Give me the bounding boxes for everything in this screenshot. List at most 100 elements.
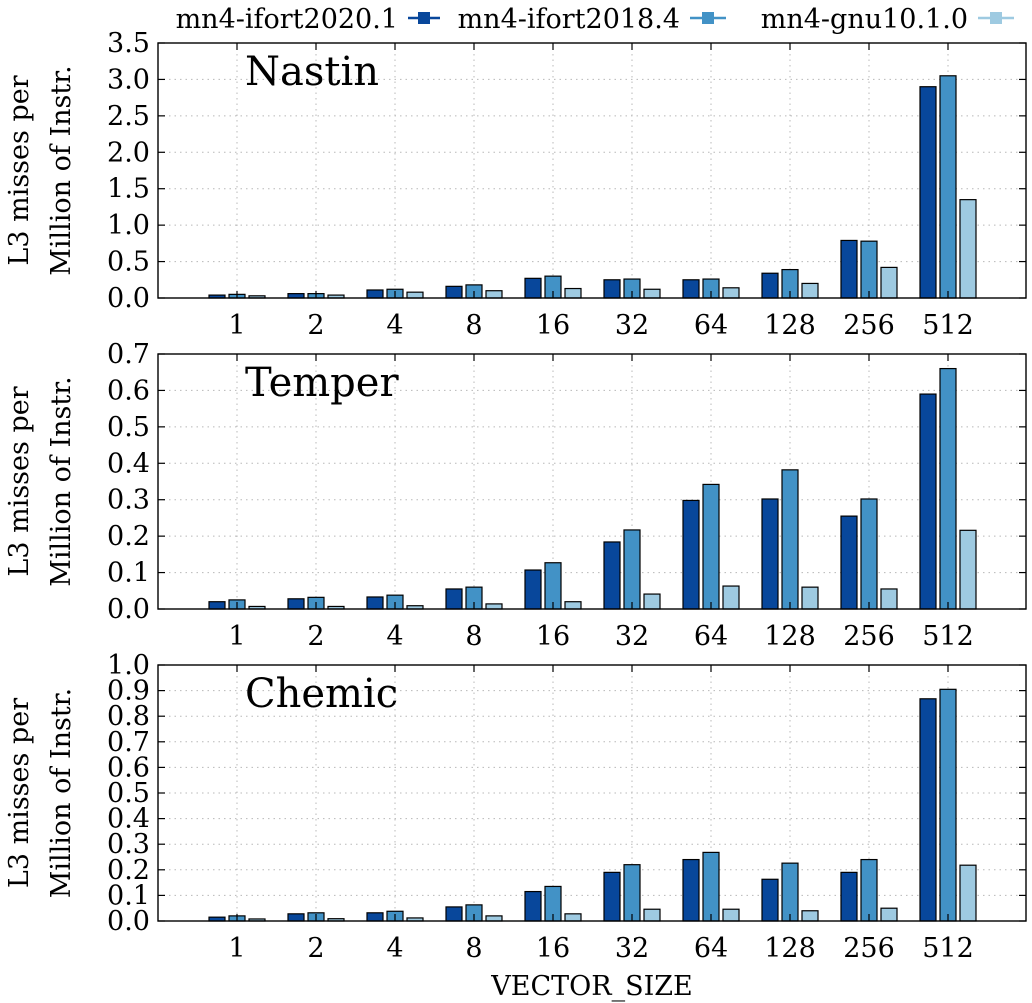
bar-nastin-mn4-ifort2020-1-128 (761, 272, 779, 299)
y-tick-label: 0.0 (107, 906, 150, 937)
bar-temper-mn4-ifort2018-4-64 (702, 483, 720, 610)
y-axis-label: L3 misses per Million of Instr. (4, 376, 77, 587)
x-tick-label-2: 2 (307, 621, 324, 652)
y-axis-label: L3 misses per Million of Instr. (4, 688, 77, 899)
bar-nastin-mn4-ifort2020-1-4 (366, 289, 384, 299)
x-tick-label-2: 2 (307, 310, 324, 341)
svg-text:L3 misses per: L3 misses per (4, 386, 35, 576)
y-tick-label: 3.5 (107, 28, 150, 59)
bar-temper-mn4-gnu10-1-0-512 (959, 529, 977, 610)
bar-temper-mn4-gnu10-1-0-128 (801, 586, 819, 610)
y-tick-label: 2.5 (107, 101, 150, 132)
y-tick-label: 0.7 (107, 339, 150, 370)
svg-text:Million of Instr.: Million of Instr. (46, 688, 77, 899)
bar-chemic-mn4-ifort2020-1-64 (682, 858, 700, 922)
panel-title-temper: Temper (245, 360, 399, 406)
bar-temper-mn4-ifort2020-1-64 (682, 499, 700, 610)
y-tick-label: 0.7 (107, 727, 150, 758)
bar-temper-mn4-ifort2018-4-32 (623, 529, 641, 610)
y-tick-label: 0.3 (107, 485, 150, 516)
bar-chemic-mn4-ifort2020-1-512 (919, 698, 937, 922)
bar-temper-mn4-ifort2020-1-256 (840, 515, 858, 610)
bar-chemic-mn4-ifort2018-4-128 (781, 862, 799, 922)
x-tick-label-4: 4 (386, 621, 403, 652)
bar-temper-mn4-ifort2020-1-16 (524, 569, 542, 610)
plot-frame (157, 353, 1027, 610)
legend-label-ifort2018: mn4-ifort2018.4 (458, 4, 680, 35)
bar-nastin-mn4-ifort2020-1-32 (603, 279, 621, 299)
bar-chemic-mn4-ifort2020-1-256 (840, 871, 858, 922)
bar-chemic-mn4-gnu10-1-0-32 (643, 908, 661, 922)
bar-chemic-mn4-ifort2018-4-512 (939, 688, 957, 922)
y-tick-label: 0.3 (107, 829, 150, 860)
bar-nastin-mn4-ifort2020-1-8 (445, 285, 463, 299)
x-tick-label-128: 128 (764, 310, 816, 341)
bar-temper-mn4-gnu10-1-0-8 (485, 603, 503, 610)
x-tick-label-8: 8 (465, 310, 482, 341)
x-tick-label-8: 8 (465, 621, 482, 652)
y-tick-label: 0.2 (107, 521, 150, 552)
bar-nastin-mn4-ifort2018-4-512 (939, 75, 957, 299)
y-tick-label: 2.0 (107, 137, 150, 168)
x-tick-label-16: 16 (536, 621, 570, 652)
bar-nastin-mn4-ifort2020-1-16 (524, 277, 542, 299)
y-axis-label: L3 misses per Million of Instr. (4, 65, 77, 276)
bar-chemic-mn4-ifort2018-4-32 (623, 864, 641, 922)
bar-nastin-mn4-gnu10-1-0-4 (406, 291, 424, 299)
x-tick-label-512: 512 (922, 310, 974, 341)
bar-nastin-mn4-gnu10-1-0-32 (643, 288, 661, 299)
bar-chemic-mn4-gnu10-1-0-64 (722, 908, 740, 922)
y-tick-label: 1.0 (107, 210, 150, 241)
x-tick-label-2: 2 (307, 933, 324, 964)
bar-temper-mn4-ifort2018-4-128 (781, 469, 799, 610)
bar-temper-mn4-ifort2020-1-32 (603, 541, 621, 610)
bar-chemic-mn4-ifort2020-1-128 (761, 878, 779, 922)
y-tick-label: 0.6 (107, 375, 150, 406)
bar-chemic-mn4-ifort2020-1-32 (603, 871, 621, 922)
bar-temper-mn4-ifort2018-4-256 (860, 498, 878, 610)
x-tick-label-16: 16 (536, 310, 570, 341)
bar-temper-mn4-ifort2020-1-1 (208, 601, 226, 610)
bar-chemic-mn4-gnu10-1-0-512 (959, 864, 977, 922)
x-tick-label-512: 512 (922, 621, 974, 652)
bar-chemic-mn4-gnu10-1-0-8 (485, 915, 503, 922)
bar-chemic-mn4-ifort2020-1-8 (445, 906, 463, 922)
panel-chemic: 0.00.10.20.30.40.50.60.70.80.91.0 1 2 4 8 16… (4, 650, 1027, 964)
x-tick-label-128: 128 (764, 933, 816, 964)
bar-temper-mn4-gnu10-1-0-32 (643, 593, 661, 610)
bar-temper-mn4-gnu10-1-0-16 (564, 601, 582, 610)
bar-nastin-mn4-gnu10-1-0-256 (880, 266, 898, 299)
x-tick-label-4: 4 (386, 933, 403, 964)
bar-temper-mn4-ifort2020-1-4 (366, 596, 384, 610)
x-tick-label-128: 128 (764, 621, 816, 652)
bar-nastin-mn4-gnu10-1-0-64 (722, 287, 740, 299)
bar-nastin-mn4-gnu10-1-0-512 (959, 199, 977, 299)
x-tick-label-16: 16 (536, 933, 570, 964)
x-tick-label-256: 256 (843, 310, 895, 341)
x-tick-label-4: 4 (386, 310, 403, 341)
bar-nastin-mn4-ifort2020-1-512 (919, 86, 937, 299)
bar-chemic-mn4-ifort2018-4-64 (702, 851, 720, 922)
bar-nastin-mn4-ifort2020-1-256 (840, 239, 858, 299)
plot-frame (157, 42, 1027, 299)
x-tick-label-32: 32 (615, 310, 649, 341)
x-tick-label-1: 1 (228, 621, 245, 652)
legend: mn4-ifort2020.1 mn4-ifort2018.4 mn4-gnu1… (176, 4, 1014, 35)
y-tick-label: 0.0 (107, 594, 150, 625)
bar-nastin-mn4-ifort2018-4-256 (860, 240, 878, 299)
y-tick-label: 0.2 (107, 855, 150, 886)
x-tick-label-256: 256 (843, 621, 895, 652)
bar-nastin-mn4-gnu10-1-0-128 (801, 282, 819, 299)
panel-title-chemic: Chemic (245, 671, 398, 717)
legend-label-gnu: mn4-gnu10.1.0 (761, 4, 968, 35)
y-tick-label: 0.0 (107, 283, 150, 314)
y-tick-label: 0.8 (107, 701, 150, 732)
bar-temper-mn4-ifort2020-1-8 (445, 588, 463, 610)
x-tick-label-1: 1 (228, 933, 245, 964)
bar-temper-mn4-ifort2020-1-128 (761, 498, 779, 610)
bar-nastin-mn4-gnu10-1-0-16 (564, 287, 582, 299)
panel-nastin: 0.0 0.5 1.0 1.5 2.0 2.5 3.0 3.5 1 2 4 8 16 32 64 128 25… (4, 28, 1027, 341)
bar-chemic-mn4-ifort2020-1-16 (524, 890, 542, 922)
bar-chemic-mn4-ifort2020-1-4 (366, 912, 384, 922)
